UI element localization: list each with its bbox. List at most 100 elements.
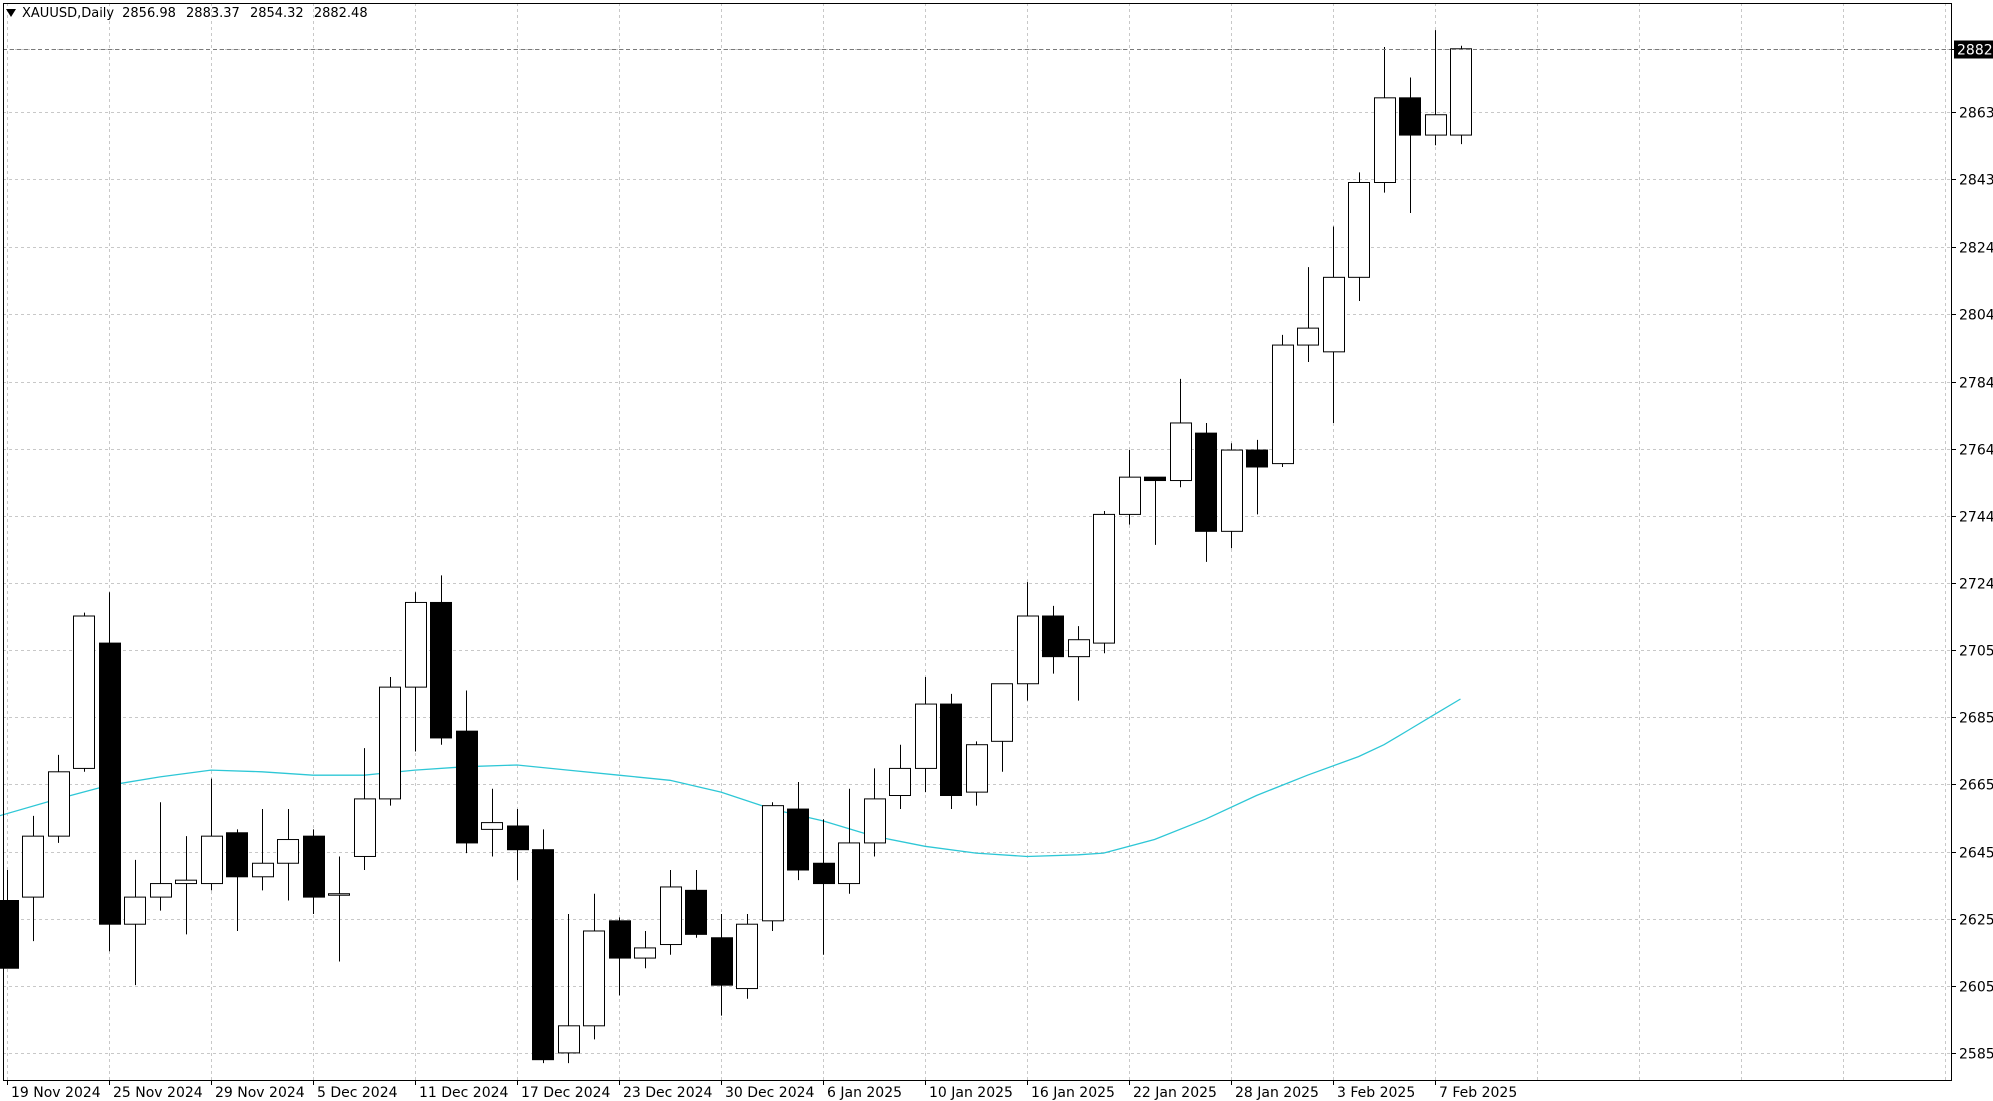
candle — [507, 809, 529, 881]
x-tick-label: 29 Nov 2024 — [215, 1085, 305, 1101]
x-tick-label: 6 Jan 2025 — [827, 1085, 902, 1101]
candle — [354, 748, 376, 871]
candle — [201, 778, 223, 891]
candle — [583, 893, 605, 1040]
candle — [303, 829, 325, 915]
candle-body-down — [99, 642, 121, 925]
candle — [328, 856, 350, 962]
candle-body-down — [787, 808, 809, 871]
y-tick-label: 2824.10 — [1959, 241, 1993, 257]
y-tick-label: 2863.70 — [1959, 106, 1993, 122]
candle — [736, 914, 758, 999]
candle — [22, 815, 44, 942]
candle — [685, 870, 707, 938]
candle-body-down — [532, 849, 554, 1061]
candle — [124, 859, 146, 986]
candle — [1374, 47, 1396, 193]
candle-body-up — [1425, 114, 1447, 136]
candle-body-up — [1068, 639, 1090, 658]
y-tick-label: 2843.90 — [1959, 173, 1993, 189]
candle — [634, 930, 656, 969]
candle — [1093, 511, 1115, 654]
candle — [430, 575, 452, 745]
y-tick-label: 2705.00 — [1959, 644, 1993, 660]
candle-body-up — [150, 883, 172, 898]
candle-body-up — [864, 798, 886, 844]
candle-body-up — [1348, 182, 1370, 278]
candle — [1297, 267, 1319, 362]
candle-body-up — [660, 886, 682, 946]
candle-body-up — [558, 1025, 580, 1054]
candle — [1144, 476, 1166, 545]
candle-body-up — [966, 744, 988, 793]
candle — [48, 754, 70, 843]
y-tick-label: 2625.50 — [1959, 913, 1993, 929]
candle — [456, 690, 478, 854]
y-tick-label: 2784.20 — [1959, 376, 1993, 392]
candle — [711, 914, 733, 1016]
candle-body-up — [175, 879, 197, 885]
y-tick-label: 2645.30 — [1959, 846, 1993, 862]
y-tick-label: 2724.80 — [1959, 577, 1993, 593]
x-tick-label: 19 Nov 2024 — [11, 1085, 101, 1101]
candle — [838, 788, 860, 894]
candle — [762, 802, 784, 931]
candle — [609, 917, 631, 996]
x-tick-label: 11 Dec 2024 — [419, 1085, 509, 1101]
candle-body-up — [1450, 48, 1472, 136]
candle-body-up — [124, 896, 146, 925]
candle-body-up — [583, 930, 605, 1027]
candle-body-down — [1144, 476, 1166, 482]
candle-body-up — [1272, 344, 1294, 465]
candle — [226, 829, 248, 931]
candle — [277, 809, 299, 901]
candle — [0, 870, 19, 969]
candle-body-up — [838, 842, 860, 885]
candle-body-up — [762, 805, 784, 922]
candle-body-up — [1017, 615, 1039, 685]
close-value: 2882.48 — [313, 5, 368, 21]
candle-body-up — [889, 767, 911, 797]
candle — [379, 676, 401, 806]
candle — [73, 612, 95, 772]
candle-body-up — [1297, 327, 1319, 346]
candle — [1221, 443, 1243, 549]
y-tick-label: 2605.70 — [1959, 980, 1993, 996]
candle-body-down — [1195, 432, 1217, 532]
candle-body-up — [379, 686, 401, 800]
candle — [1042, 605, 1064, 674]
candle-body-down — [1246, 449, 1268, 468]
candle-body-down — [303, 835, 325, 898]
candle — [915, 676, 937, 793]
candle — [1017, 582, 1039, 701]
candle-body-down — [226, 832, 248, 878]
low-value: 2854.32 — [249, 5, 304, 21]
candle-body-up — [252, 862, 274, 878]
x-tick-label: 17 Dec 2024 — [521, 1085, 611, 1101]
candle-body-up — [1221, 449, 1243, 532]
candle — [813, 819, 835, 955]
candle-body-up — [1374, 97, 1396, 183]
open-value: 2856.98 — [122, 5, 176, 21]
dropdown-triangle-icon[interactable] — [6, 9, 16, 17]
x-tick-label: 22 Jan 2025 — [1133, 1085, 1217, 1101]
x-tick-label: 28 Jan 2025 — [1235, 1085, 1319, 1101]
candle-body-up — [1119, 476, 1141, 515]
plot-frame — [3, 3, 1952, 1081]
candle-body-down — [940, 703, 962, 797]
candle — [991, 683, 1013, 772]
candle-body-up — [328, 893, 350, 896]
y-tick-label: 2744.60 — [1959, 510, 1993, 526]
candle-body-up — [634, 947, 656, 959]
y-tick-label: 2665.40 — [1959, 778, 1993, 794]
y-tick-label: 2685.20 — [1959, 711, 1993, 727]
candle — [1323, 226, 1345, 423]
candle-body-down — [711, 937, 733, 986]
candle — [940, 693, 962, 810]
candle — [1195, 422, 1217, 562]
candle — [1399, 77, 1421, 213]
y-tick-label: 2764.40 — [1959, 443, 1993, 459]
candle-body-up — [481, 822, 503, 830]
